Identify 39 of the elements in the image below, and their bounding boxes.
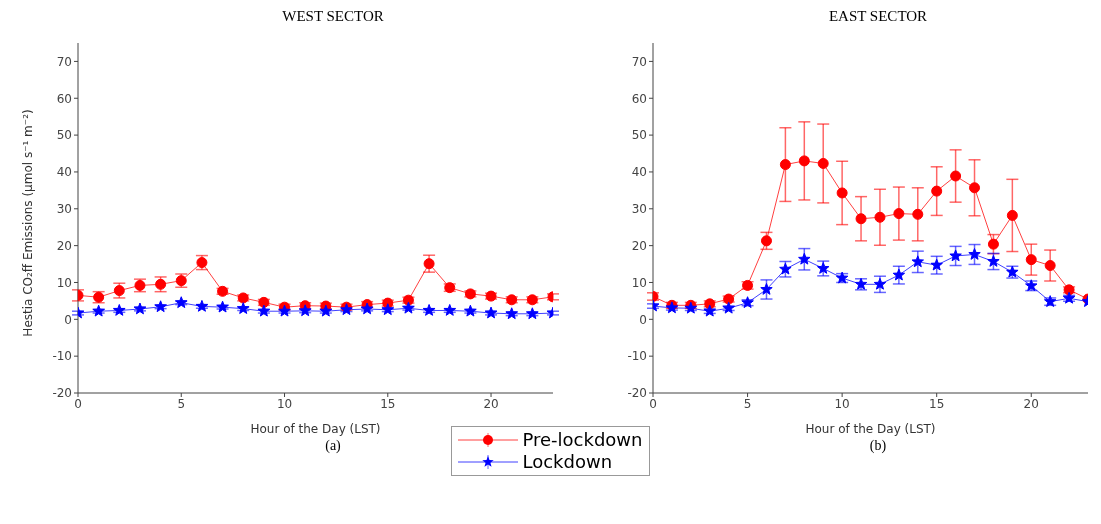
y-tick-label: 60: [631, 91, 647, 106]
legend-label: Lockdown: [522, 451, 613, 473]
y-tick-label: 40: [631, 165, 647, 180]
legend-label: Pre-lockdown: [522, 429, 643, 451]
y-tick-label: 0: [64, 312, 72, 327]
x-tick-label: 20: [483, 396, 499, 411]
y-tick-label: 70: [56, 54, 72, 69]
y-tick-label: 30: [631, 202, 647, 217]
y-tick-label: -10: [627, 349, 647, 364]
y-tick-label: 10: [56, 275, 72, 290]
x-tick-label: 5: [743, 396, 752, 411]
text: (b): [868, 438, 888, 454]
y-tick-label: 70: [631, 54, 647, 69]
y-tick-label: 10: [631, 275, 647, 290]
y-tick-label: -10: [52, 349, 72, 364]
x-tick-label: 15: [380, 396, 396, 411]
x-axis-title: Hour of the Day (LST): [805, 422, 936, 436]
x-axis-title: Hour of the Day (LST): [250, 422, 381, 436]
x-tick-label: 0: [649, 396, 657, 411]
text: (a): [325, 438, 341, 453]
y-tick-label: 20: [56, 238, 72, 253]
x-tick-label: 20: [1023, 396, 1039, 411]
chart-title: WEST SECTOR: [281, 8, 385, 26]
x-tick-label: 5: [177, 396, 186, 411]
y-tick-label: 20: [631, 238, 647, 253]
x-tick-label: 10: [276, 396, 293, 411]
y-tick-label: -20: [52, 386, 72, 401]
y-tick-label: 40: [56, 165, 72, 180]
y-tick-label: 50: [631, 128, 647, 143]
y-tick-label: 60: [56, 91, 72, 106]
y-tick-label: 0: [639, 312, 647, 327]
x-tick-label: 15: [929, 396, 945, 411]
x-tick-label: 10: [834, 396, 850, 411]
x-tick-label: 0: [74, 396, 82, 411]
y-tick-label: 50: [56, 128, 72, 143]
chart-title: EAST SECTOR: [827, 8, 929, 26]
y-tick-label: -20: [627, 386, 647, 401]
y-tick-label: 30: [56, 202, 72, 217]
y-axis-title: Hestia CO₂ff Emissions (μmol s⁻¹ m⁻²): [21, 109, 36, 337]
